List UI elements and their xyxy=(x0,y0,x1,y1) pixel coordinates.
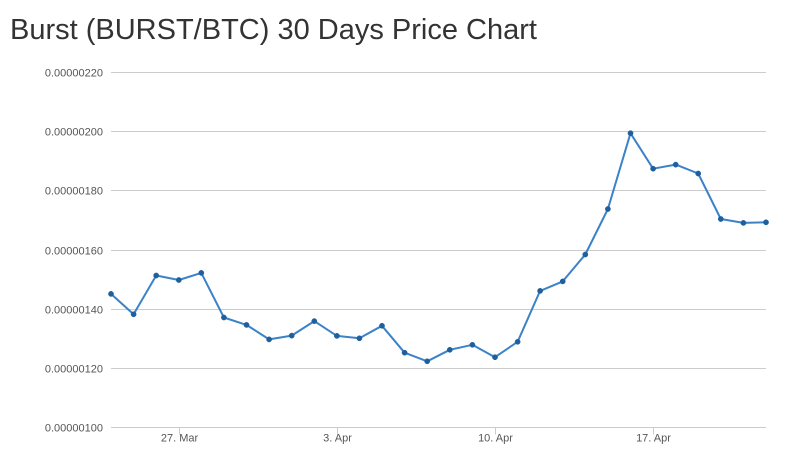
grid-layer xyxy=(111,72,766,369)
y-tick-label: 0.00000100 xyxy=(45,423,103,435)
price-point[interactable] xyxy=(108,291,114,297)
x-tick-label: 17. Apr xyxy=(636,433,671,445)
price-point[interactable] xyxy=(288,332,295,339)
price-point[interactable] xyxy=(153,272,160,279)
price-point[interactable] xyxy=(198,270,205,276)
axis-layer xyxy=(111,427,766,435)
y-tick-label: 0.00000220 xyxy=(45,68,103,80)
x-tick-label: 3. Apr xyxy=(323,433,352,445)
x-tick-labels: 27. Mar 3. Apr 10. Apr 17. Apr xyxy=(161,433,671,445)
price-point[interactable] xyxy=(401,349,408,356)
price-point[interactable] xyxy=(763,219,769,226)
price-point[interactable] xyxy=(446,346,453,353)
price-point[interactable] xyxy=(740,220,747,226)
price-point[interactable] xyxy=(221,314,227,321)
x-tick-label: 10. Apr xyxy=(478,433,513,445)
price-point[interactable] xyxy=(266,336,272,343)
y-tick-labels: 0.00000100 0.00000120 0.00000140 0.00000160… xyxy=(45,68,103,435)
price-point[interactable] xyxy=(695,170,702,177)
price-point[interactable] xyxy=(514,338,521,345)
price-point[interactable] xyxy=(311,318,318,324)
y-tick-label: 0.00000140 xyxy=(45,305,103,317)
price-point[interactable] xyxy=(582,251,589,258)
price-point[interactable] xyxy=(356,335,363,342)
price-point[interactable] xyxy=(243,322,250,328)
y-tick-label: 0.00000160 xyxy=(45,246,103,258)
price-point[interactable] xyxy=(175,277,182,283)
price-point[interactable] xyxy=(537,288,543,294)
y-tick-label: 0.00000120 xyxy=(45,364,103,376)
series-layer xyxy=(108,130,769,365)
price-series-line xyxy=(110,132,767,363)
price-point[interactable] xyxy=(492,354,498,361)
price-point[interactable] xyxy=(469,341,476,348)
price-point[interactable] xyxy=(672,161,679,168)
price-point[interactable] xyxy=(717,216,724,222)
price-point[interactable] xyxy=(424,358,431,365)
price-point[interactable] xyxy=(650,165,656,172)
price-point[interactable] xyxy=(627,130,634,137)
price-point[interactable] xyxy=(605,206,611,212)
y-tick-label: 0.00000200 xyxy=(45,127,103,139)
x-tick-label: 27. Mar xyxy=(161,433,199,445)
price-point[interactable] xyxy=(379,322,385,329)
y-tick-label: 0.00000180 xyxy=(45,186,103,198)
chart-title: Burst (BURST/BTC) 30 Days Price Chart xyxy=(10,14,537,46)
price-point[interactable] xyxy=(334,333,340,339)
price-point[interactable] xyxy=(130,311,137,318)
price-point[interactable] xyxy=(559,278,566,285)
